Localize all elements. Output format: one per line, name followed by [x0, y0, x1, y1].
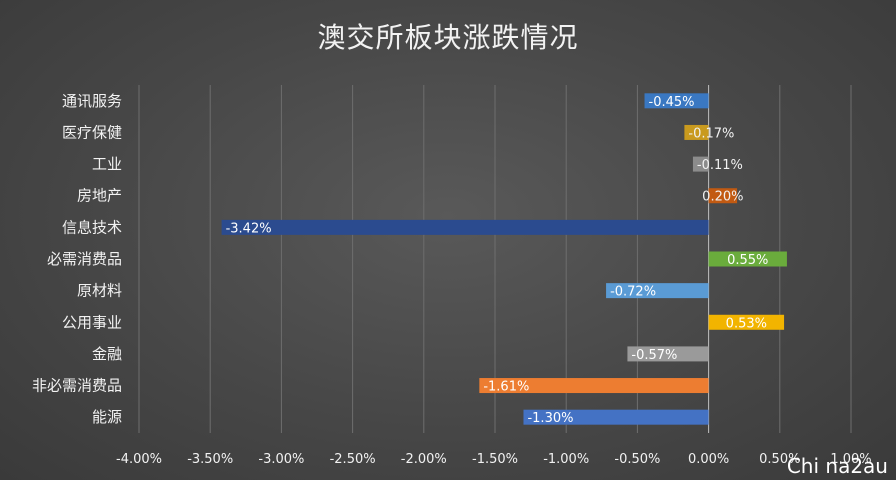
category-label: 金融: [92, 345, 122, 363]
category-label: 通讯服务: [62, 92, 122, 110]
x-tick-label: 0.00%: [688, 452, 729, 467]
data-label: -1.30%: [527, 411, 573, 426]
x-tick-label: -3.50%: [187, 452, 233, 467]
data-label: -0.72%: [610, 285, 656, 300]
data-label: -0.17%: [688, 126, 734, 141]
category-label: 房地产: [77, 187, 122, 205]
data-label: 0.20%: [702, 190, 743, 205]
category-label: 必需消费品: [47, 250, 122, 268]
x-tick-label: -2.00%: [401, 452, 447, 467]
x-tick-label: 1.00%: [830, 452, 871, 467]
bar: [644, 93, 709, 109]
data-label: -3.42%: [226, 221, 272, 236]
data-label: 0.55%: [727, 253, 768, 268]
bar: [708, 188, 738, 204]
x-tick-label: -1.00%: [543, 452, 589, 467]
category-label: 能源: [92, 408, 122, 426]
bars: [221, 93, 787, 425]
bar: [606, 283, 709, 299]
data-labels: -0.45% -0.17% -0.11% 0.20% -3.42% 0.55% -0.72%…: [226, 95, 769, 426]
category-label: 非必需消费品: [32, 377, 122, 395]
bar: [523, 409, 709, 425]
watermark: Chi na2au: [786, 454, 888, 478]
x-tick-label: -2.50%: [330, 452, 376, 467]
data-label: 0.53%: [726, 316, 767, 331]
category-label: 工业: [92, 155, 122, 173]
data-label: -0.45%: [649, 95, 695, 110]
data-label: -1.61%: [483, 380, 529, 395]
bar: [221, 219, 709, 235]
bar: [684, 124, 709, 140]
data-label: -0.11%: [697, 158, 743, 173]
x-tick-label: 0.50%: [759, 452, 800, 467]
bar: [627, 346, 709, 362]
x-tick-labels: -4.00% -3.50% -3.00% -2.50% -2.00% -1.50% -1.0…: [116, 452, 872, 467]
chart-title: 澳交所板块涨跌情况: [317, 21, 579, 54]
x-tick-label: -1.50%: [472, 452, 518, 467]
data-label: -0.57%: [631, 348, 677, 363]
bar: [708, 251, 787, 267]
category-label: 医疗保健: [62, 123, 122, 141]
bar: [708, 314, 785, 330]
x-tick-label: -3.00%: [258, 452, 304, 467]
x-tick-label: -4.00%: [116, 452, 162, 467]
bar: [692, 156, 709, 172]
bar: [479, 378, 709, 394]
category-label: 信息技术: [62, 218, 122, 236]
category-label: 公用事业: [62, 313, 122, 331]
category-label: 原材料: [77, 282, 122, 300]
x-tick-label: -0.50%: [614, 452, 660, 467]
